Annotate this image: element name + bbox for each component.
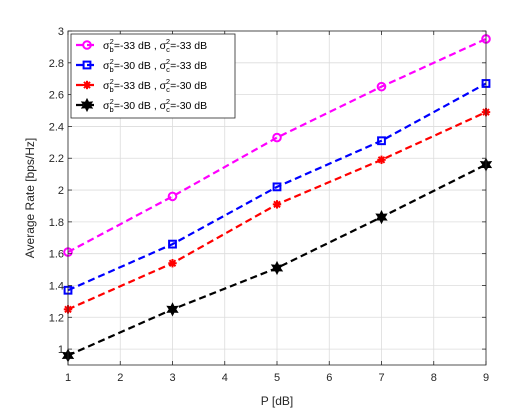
x-tick-label: 8 [431, 372, 437, 384]
series-line [67, 82, 487, 292]
data-point [166, 302, 179, 317]
data-point [82, 60, 92, 70]
data-point [82, 40, 92, 50]
x-tick-label: 6 [326, 372, 332, 384]
x-tick-label: 2 [117, 372, 123, 384]
x-tick-label: 3 [169, 372, 175, 384]
data-point [168, 239, 177, 249]
legend-label: σb2=-33 dB , σc2=-33 dB [103, 37, 207, 54]
y-tick-label: 1.2 [49, 312, 64, 324]
data-point [375, 209, 388, 225]
y-tick-label: 1.4 [49, 280, 64, 292]
x-tick-label: 5 [274, 372, 280, 384]
ticks: 1 2 3 4 5 6 7 8 9 1 1.2 1.4 1.6 1.8 2 2.2 2.4 2.6 2.8 3 [49, 26, 489, 384]
legend-entry: σb2=-30 dB , σc2=-30 dB [76, 97, 207, 114]
grid [67, 30, 487, 365]
data-point [272, 200, 282, 209]
y-tick-label: 1.6 [49, 249, 64, 261]
legend-box [70, 33, 236, 119]
legend: σb2=-33 dB , σc2=-33 dB σb2=-30 dB , σc2=… [70, 33, 236, 119]
series-asterisk [63, 107, 491, 314]
x-axis-label: P [dB] [261, 394, 293, 408]
y-tick-label: 1 [58, 344, 64, 356]
data-point [82, 80, 92, 90]
y-tick-label: 1.8 [49, 217, 64, 229]
data-point [272, 182, 282, 192]
data-point [80, 97, 94, 113]
x-tick-label: 9 [483, 372, 489, 384]
data-point-core [274, 201, 280, 207]
data-point [167, 191, 178, 202]
y-tick-label: 2 [58, 185, 64, 197]
x-tick-label: 1 [65, 372, 71, 384]
series-line [67, 37, 487, 254]
series-layer [61, 34, 493, 363]
legend-entry: σb2=-33 dB , σc2=-30 dB [76, 77, 207, 94]
y-axis-label: Average Rate [bps/Hz] [23, 138, 37, 259]
y-tick-label: 2.4 [49, 121, 64, 133]
data-point [272, 132, 282, 143]
y-tick-label: 2.6 [49, 90, 64, 102]
legend-label: σb2=-30 dB , σc2=-33 dB [103, 57, 207, 74]
x-tick-label: 4 [222, 372, 228, 384]
y-tick-label: 3 [58, 26, 64, 38]
data-point [377, 136, 386, 146]
data-point [377, 155, 386, 165]
data-point [270, 260, 284, 276]
x-tick-label: 7 [378, 372, 384, 384]
data-point [168, 259, 177, 268]
data-point [376, 81, 387, 92]
legend-label: σb2=-30 dB , σc2=-30 dB [103, 97, 207, 114]
data-point-core [379, 157, 384, 163]
data-point-core [84, 82, 90, 88]
legend-entry: σb2=-30 dB , σc2=-33 dB [76, 57, 207, 74]
y-tick-label: 2.8 [49, 58, 64, 70]
legend-label: σb2=-33 dB , σc2=-30 dB [103, 77, 207, 94]
y-tick-label: 2.2 [49, 153, 64, 165]
data-point-core [170, 260, 175, 266]
legend-entry: σb2=-33 dB , σc2=-33 dB [76, 37, 207, 54]
